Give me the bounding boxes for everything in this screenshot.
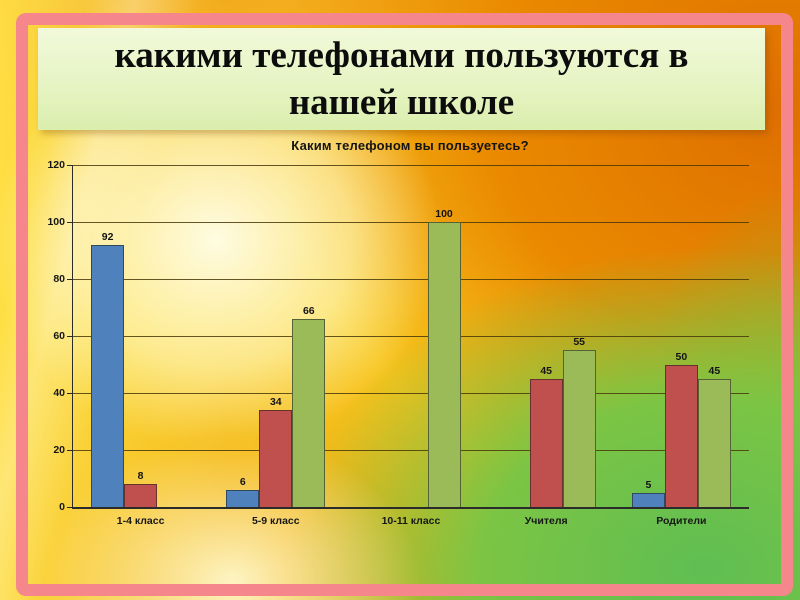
gridline [73, 165, 749, 166]
bar-value-label: 45 [540, 364, 553, 377]
category-label: 10-11 класс [381, 515, 441, 527]
bar [529, 378, 563, 507]
bar-value-label: 50 [675, 350, 688, 363]
slide-title-line-1: какими телефонами пользуются в [114, 35, 689, 76]
bar-chart-plot-area: 0 20 40 60 80 100 120 1-4 класс 92 8 5-9 класс 6 34 6… [47, 159, 749, 527]
bar-value-label: 45 [708, 364, 721, 377]
y-tick-label: 40 [53, 387, 65, 399]
chart-title: Каким телефоном вы пользуетесь? [291, 138, 529, 153]
bar [124, 484, 158, 507]
category-label: 1-4 класс [116, 515, 165, 527]
bar-value-label: 92 [101, 230, 114, 243]
y-tick-label: 80 [53, 273, 65, 285]
bar-value-label: 5 [645, 478, 652, 491]
gridline [73, 336, 749, 337]
bar-value-label: 55 [573, 336, 586, 349]
gridline [73, 393, 749, 394]
category-label: Учителя [524, 515, 568, 527]
bar-value-label: 66 [302, 304, 315, 317]
slide-title-box: какими телефонами пользуются в нашей шко… [38, 28, 765, 130]
bar-value-label: 6 [239, 475, 246, 488]
bar [292, 318, 326, 507]
bar [562, 350, 596, 507]
y-axis-tick [67, 279, 72, 280]
bar [697, 378, 731, 507]
y-axis-tick [67, 336, 72, 337]
y-axis-tick [67, 222, 72, 223]
bar-value-label: 34 [269, 396, 282, 409]
bar [427, 222, 461, 507]
y-axis-tick [67, 165, 72, 166]
y-axis-tick [67, 393, 72, 394]
bar-value-label: 8 [137, 470, 144, 483]
bar-value-label: 100 [435, 208, 453, 220]
bar [259, 410, 293, 507]
bar [631, 492, 665, 507]
y-axis-tick [67, 507, 72, 508]
gridline [73, 450, 749, 451]
category-label: Родители [656, 515, 707, 527]
y-axis-tick [67, 450, 72, 451]
bar [664, 364, 698, 507]
slide-title-line-2: нашей школе [288, 82, 515, 123]
gridline [73, 222, 749, 223]
y-tick-label: 120 [47, 159, 65, 171]
gridline [73, 279, 749, 280]
y-tick-label: 0 [59, 501, 65, 513]
bar [226, 489, 260, 507]
y-tick-label: 20 [53, 444, 65, 456]
bar [91, 244, 125, 507]
y-tick-label: 60 [53, 330, 65, 342]
category-label: 5-9 класс [251, 515, 300, 527]
y-tick-label: 100 [47, 216, 65, 228]
